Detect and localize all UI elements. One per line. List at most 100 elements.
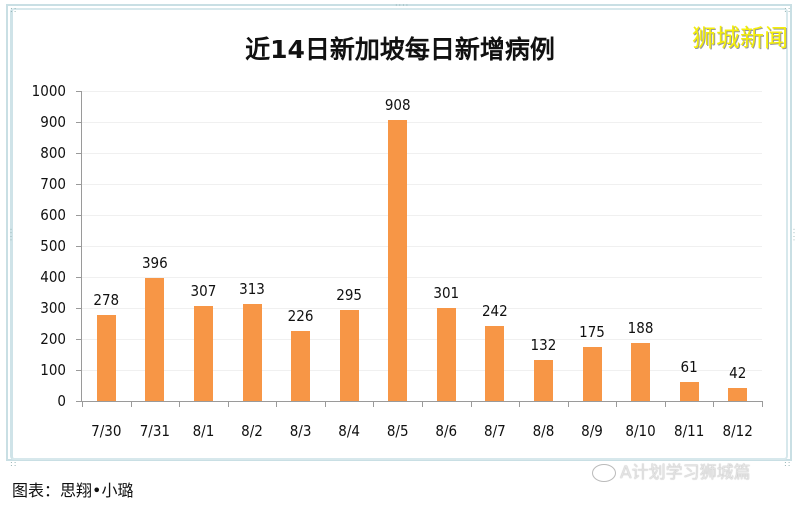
data-label: 301 bbox=[433, 283, 460, 302]
y-tick-mark bbox=[76, 246, 81, 247]
bar-8-3 bbox=[291, 330, 311, 401]
gridline bbox=[82, 91, 762, 92]
data-label: 278 bbox=[93, 290, 120, 309]
data-label: 132 bbox=[530, 336, 557, 355]
x-tick-label: 8/12 bbox=[722, 422, 753, 440]
x-tick-mark bbox=[324, 401, 326, 407]
y-tick-mark bbox=[76, 122, 81, 123]
data-label: 396 bbox=[141, 254, 168, 273]
data-label: 226 bbox=[287, 306, 314, 325]
x-tick-mark bbox=[227, 401, 229, 407]
bar-8-10 bbox=[631, 342, 651, 401]
y-tick-label: 700 bbox=[40, 175, 66, 193]
y-tick-label: 500 bbox=[40, 237, 66, 255]
data-label: 61 bbox=[680, 358, 698, 377]
y-tick-label: 600 bbox=[40, 206, 66, 224]
resize-handle-top-right[interactable]: :: bbox=[784, 5, 792, 14]
y-tick-mark bbox=[76, 215, 81, 216]
x-tick-label: 8/5 bbox=[386, 422, 409, 440]
x-tick-mark bbox=[664, 401, 666, 407]
x-tick-mark bbox=[276, 401, 278, 407]
data-label: 295 bbox=[336, 285, 363, 304]
y-axis bbox=[81, 91, 82, 402]
gridline bbox=[82, 122, 762, 123]
y-tick-label: 400 bbox=[40, 268, 66, 286]
data-label: 188 bbox=[627, 318, 654, 337]
watermark-text: A计划学习狮城篇 bbox=[620, 463, 751, 483]
gridline bbox=[82, 184, 762, 185]
gridline bbox=[82, 153, 762, 154]
y-tick-label: 200 bbox=[40, 330, 66, 348]
bar-8-2 bbox=[242, 303, 262, 401]
x-tick-label: 7/30 bbox=[91, 422, 122, 440]
x-tick-label: 8/8 bbox=[532, 422, 555, 440]
bar-8-6 bbox=[436, 307, 456, 401]
bar-8-7 bbox=[485, 325, 505, 401]
y-tick-label: 800 bbox=[40, 144, 66, 162]
x-tick-mark bbox=[762, 401, 763, 407]
data-label: 307 bbox=[190, 281, 217, 300]
x-tick-mark bbox=[470, 401, 472, 407]
wechat-icon bbox=[592, 464, 616, 482]
y-tick-mark bbox=[76, 308, 81, 309]
x-tick-mark bbox=[422, 401, 423, 407]
bar-7-30 bbox=[96, 314, 116, 401]
bar-8-5 bbox=[388, 119, 408, 401]
resize-handle-left[interactable]: ···· bbox=[6, 228, 15, 243]
bar-7-31 bbox=[145, 278, 165, 401]
bar-8-4 bbox=[339, 309, 359, 401]
y-tick-mark bbox=[76, 370, 81, 371]
y-tick-mark bbox=[76, 184, 81, 185]
data-label: 908 bbox=[384, 95, 411, 114]
gridline bbox=[82, 277, 762, 278]
wechat-watermark: A计划学习狮城篇 bbox=[592, 458, 751, 483]
data-label: 313 bbox=[239, 279, 265, 298]
resize-handle-top[interactable]: ···· bbox=[395, 1, 410, 10]
x-tick-label: 8/6 bbox=[435, 422, 458, 440]
resize-handle-bottom-right[interactable]: :: bbox=[784, 459, 792, 468]
gridline bbox=[82, 339, 762, 340]
y-tick-label: 100 bbox=[40, 361, 66, 379]
x-tick-label: 8/2 bbox=[241, 422, 263, 440]
y-tick-mark bbox=[76, 91, 81, 92]
x-tick-label: 8/11 bbox=[673, 422, 705, 440]
x-tick-mark bbox=[373, 401, 375, 407]
data-label: 242 bbox=[481, 301, 508, 320]
x-tick-label: 8/4 bbox=[338, 422, 360, 440]
data-label: 42 bbox=[729, 363, 747, 382]
figure-caption: 图表：思翔•小璐 bbox=[12, 481, 134, 500]
x-tick-mark bbox=[616, 401, 618, 407]
bar-8-11 bbox=[679, 382, 699, 401]
bar-8-12 bbox=[728, 387, 748, 401]
y-tick-mark bbox=[76, 339, 81, 340]
bar-8-1 bbox=[193, 305, 213, 401]
y-tick-mark bbox=[76, 401, 81, 402]
y-tick-label: 300 bbox=[40, 299, 66, 317]
resize-handle-bottom-left[interactable]: :: bbox=[10, 459, 18, 468]
brand-logo-text: 狮城新闻 bbox=[692, 24, 788, 52]
x-tick-label: 8/3 bbox=[289, 422, 312, 440]
x-tick-mark bbox=[519, 401, 521, 407]
chart-title: 近14日新加坡每日新增病例 bbox=[245, 35, 555, 64]
x-tick-label: 8/9 bbox=[581, 422, 603, 440]
bar-8-8 bbox=[533, 360, 553, 401]
resize-handle-top-left[interactable]: :: bbox=[10, 5, 18, 14]
x-tick-label: 8/7 bbox=[483, 422, 506, 440]
x-tick-mark bbox=[130, 401, 132, 407]
x-tick-label: 8/10 bbox=[625, 422, 656, 440]
y-tick-label: 1000 bbox=[31, 82, 66, 100]
x-tick-mark bbox=[713, 401, 715, 407]
y-tick-label: 0 bbox=[57, 392, 66, 410]
gridline bbox=[82, 370, 762, 371]
x-tick-label: 8/1 bbox=[192, 422, 215, 440]
y-tick-mark bbox=[76, 153, 81, 154]
y-tick-mark bbox=[76, 277, 81, 278]
x-tick-mark bbox=[179, 401, 181, 407]
gridline bbox=[82, 246, 762, 247]
y-tick-label: 900 bbox=[40, 113, 66, 131]
gridline bbox=[82, 215, 762, 216]
bar-8-9 bbox=[582, 346, 602, 401]
x-tick-mark bbox=[82, 401, 83, 407]
resize-handle-right[interactable]: ···· bbox=[789, 228, 798, 243]
gridline bbox=[82, 308, 762, 309]
